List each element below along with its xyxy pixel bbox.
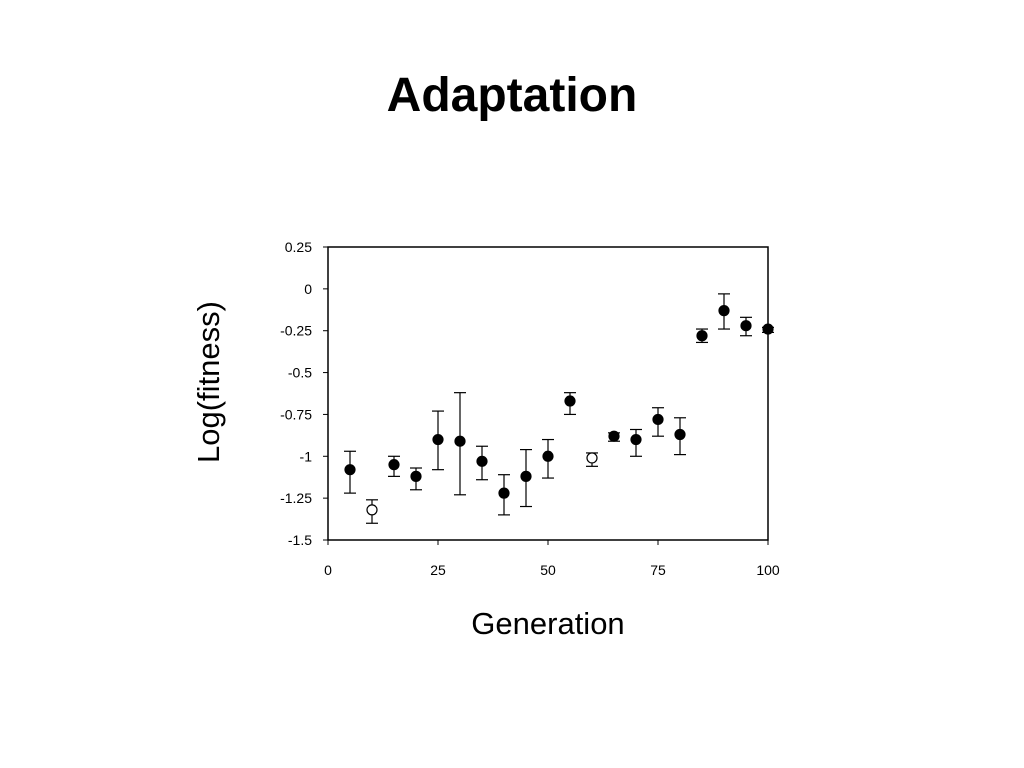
filled-data-point xyxy=(762,323,774,335)
filled-data-point xyxy=(542,450,554,462)
y-axis: 0.25 0 -0.25 -0.5 -0.75 -1 -1.25 -1.5 xyxy=(280,239,328,548)
y-tick-label: 0 xyxy=(304,281,312,297)
y-tick-label: -0.75 xyxy=(280,406,312,422)
filled-data-point xyxy=(740,320,752,332)
x-axis: 0 25 50 75 100 xyxy=(324,540,780,578)
filled-data-point xyxy=(454,435,466,447)
filled-data-point xyxy=(630,433,642,446)
open-data-point xyxy=(366,504,378,516)
y-tick-label: 0.25 xyxy=(285,239,312,255)
y-tick-label: -0.5 xyxy=(288,365,312,381)
filled-data-point xyxy=(498,487,510,499)
filled-data-point xyxy=(608,430,620,442)
y-tick-label: -1.5 xyxy=(288,532,312,548)
filled-data-point xyxy=(718,305,730,317)
x-tick-label: 50 xyxy=(540,562,556,578)
filled-data-point xyxy=(388,459,400,471)
y-tick-label: -0.25 xyxy=(280,323,312,339)
y-axis-title: Log(fitness) xyxy=(191,301,226,463)
plot-frame xyxy=(327,246,769,541)
y-tick-label: -1.25 xyxy=(280,490,312,506)
x-tick-label: 75 xyxy=(650,562,666,578)
x-tick-label: 100 xyxy=(756,562,780,578)
x-tick-label: 25 xyxy=(430,562,446,578)
error-bars xyxy=(344,293,774,524)
filled-data-point xyxy=(476,455,488,467)
x-axis-title: Generation xyxy=(471,606,624,641)
filled-data-point xyxy=(564,395,576,407)
y-tick-label: -1 xyxy=(300,448,313,464)
filled-data-point xyxy=(410,470,422,482)
filled-data-point xyxy=(344,464,356,476)
filled-data-point xyxy=(674,428,686,441)
open-data-point xyxy=(586,452,598,464)
filled-data-point xyxy=(652,413,664,426)
data-points xyxy=(344,305,774,516)
filled-data-point xyxy=(520,470,532,482)
filled-data-point xyxy=(432,433,444,446)
x-tick-label: 0 xyxy=(324,562,332,578)
filled-data-point xyxy=(696,330,708,342)
slide-title: Adaptation xyxy=(386,69,638,122)
